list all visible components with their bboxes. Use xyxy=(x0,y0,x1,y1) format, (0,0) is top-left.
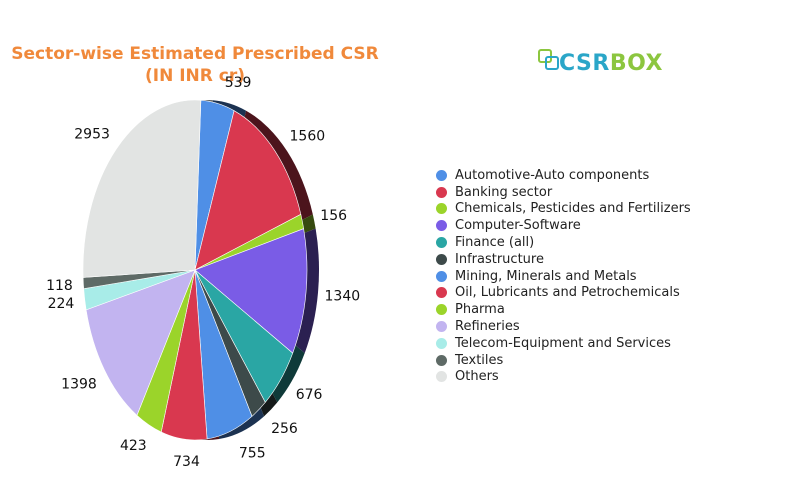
legend-label: Refineries xyxy=(455,319,520,335)
pie-data-label: 1398 xyxy=(61,376,97,392)
pie-data-label: 423 xyxy=(120,438,147,454)
logo-text-accent: BOX xyxy=(609,51,663,76)
legend-item: Refineries xyxy=(436,318,691,335)
legend-swatch xyxy=(436,371,447,383)
legend-swatch xyxy=(436,304,447,316)
legend-item: Oil, Lubricants and Petrochemicals xyxy=(436,285,691,302)
legend-label: Oil, Lubricants and Petrochemicals xyxy=(455,285,680,301)
legend-item: Telecom-Equipment and Services xyxy=(436,335,691,352)
logo-text-main: CSR xyxy=(559,51,610,76)
legend-label: Telecom-Equipment and Services xyxy=(455,335,671,351)
pie-slice xyxy=(85,269,196,416)
legend-label: Mining, Minerals and Metals xyxy=(455,268,637,284)
legend-label: Infrastructure xyxy=(455,251,544,267)
legend-label: Computer-Software xyxy=(455,218,581,234)
pie-slices xyxy=(82,99,308,441)
pie-data-label: 734 xyxy=(173,454,200,470)
legend-label: Automotive-Auto components xyxy=(455,167,650,183)
legend-swatch xyxy=(436,237,447,249)
legend-swatch xyxy=(436,337,447,349)
legend-item: Others xyxy=(436,369,691,386)
pie-data-label: 2953 xyxy=(74,127,110,143)
legend-item: Chemicals, Pesticides and Fertilizers xyxy=(436,201,691,218)
logo-wordmark: CSRBOX xyxy=(559,51,663,76)
pie-data-label: 1340 xyxy=(325,288,361,304)
legend-swatch xyxy=(436,321,447,333)
pie-data-label: 224 xyxy=(48,296,75,312)
legend-swatch xyxy=(436,220,447,232)
legend-swatch xyxy=(436,354,447,366)
legend-item: Automotive-Auto components xyxy=(436,167,691,184)
pie-data-label: 676 xyxy=(296,387,323,403)
legend-label: Banking sector xyxy=(455,184,553,200)
legend-item: Textiles xyxy=(436,352,691,369)
pie-data-label: 256 xyxy=(271,421,298,437)
pie-slice xyxy=(194,228,308,354)
legend-label: Others xyxy=(455,369,499,385)
legend-item: Banking sector xyxy=(436,184,691,201)
pie-data-label: 539 xyxy=(225,75,252,91)
logo-squares-icon xyxy=(538,49,559,70)
csrbox-logo: CSRBOX xyxy=(537,44,662,84)
legend-label: Pharma xyxy=(455,302,505,318)
legend-swatch xyxy=(436,270,447,282)
legend-swatch xyxy=(436,186,447,198)
legend-swatch xyxy=(436,253,447,265)
legend-item: Finance (all) xyxy=(436,234,691,251)
pie-data-label: 118 xyxy=(46,278,73,294)
legend-label: Finance (all) xyxy=(455,235,535,251)
legend-item: Computer-Software xyxy=(436,217,691,234)
legend-item: Pharma xyxy=(436,301,691,318)
legend-label: Chemicals, Pesticides and Fertilizers xyxy=(455,201,691,217)
legend-item: Mining, Minerals and Metals xyxy=(436,268,691,285)
legend-item: Infrastructure xyxy=(436,251,691,268)
chart-legend: Automotive-Auto components Banking sector… xyxy=(436,167,691,385)
legend-label: Textiles xyxy=(455,352,504,368)
legend-swatch xyxy=(436,287,447,299)
pie-slice xyxy=(194,110,302,271)
pie-slice xyxy=(82,99,202,278)
chart-title: Sector-wise Estimated Prescribed CSR xyxy=(11,44,379,64)
pie-data-label: 1560 xyxy=(290,129,326,145)
legend-swatch xyxy=(436,203,447,215)
pie-data-label: 156 xyxy=(320,208,347,224)
pie-data-label: 755 xyxy=(239,445,266,461)
chart-subtitle: (IN INR cr) xyxy=(144,66,246,86)
legend-swatch xyxy=(436,169,447,181)
pie-data-labels: 539 1560 156 1340 676 256 755 734 423 1398 224 118 2… xyxy=(46,75,360,470)
